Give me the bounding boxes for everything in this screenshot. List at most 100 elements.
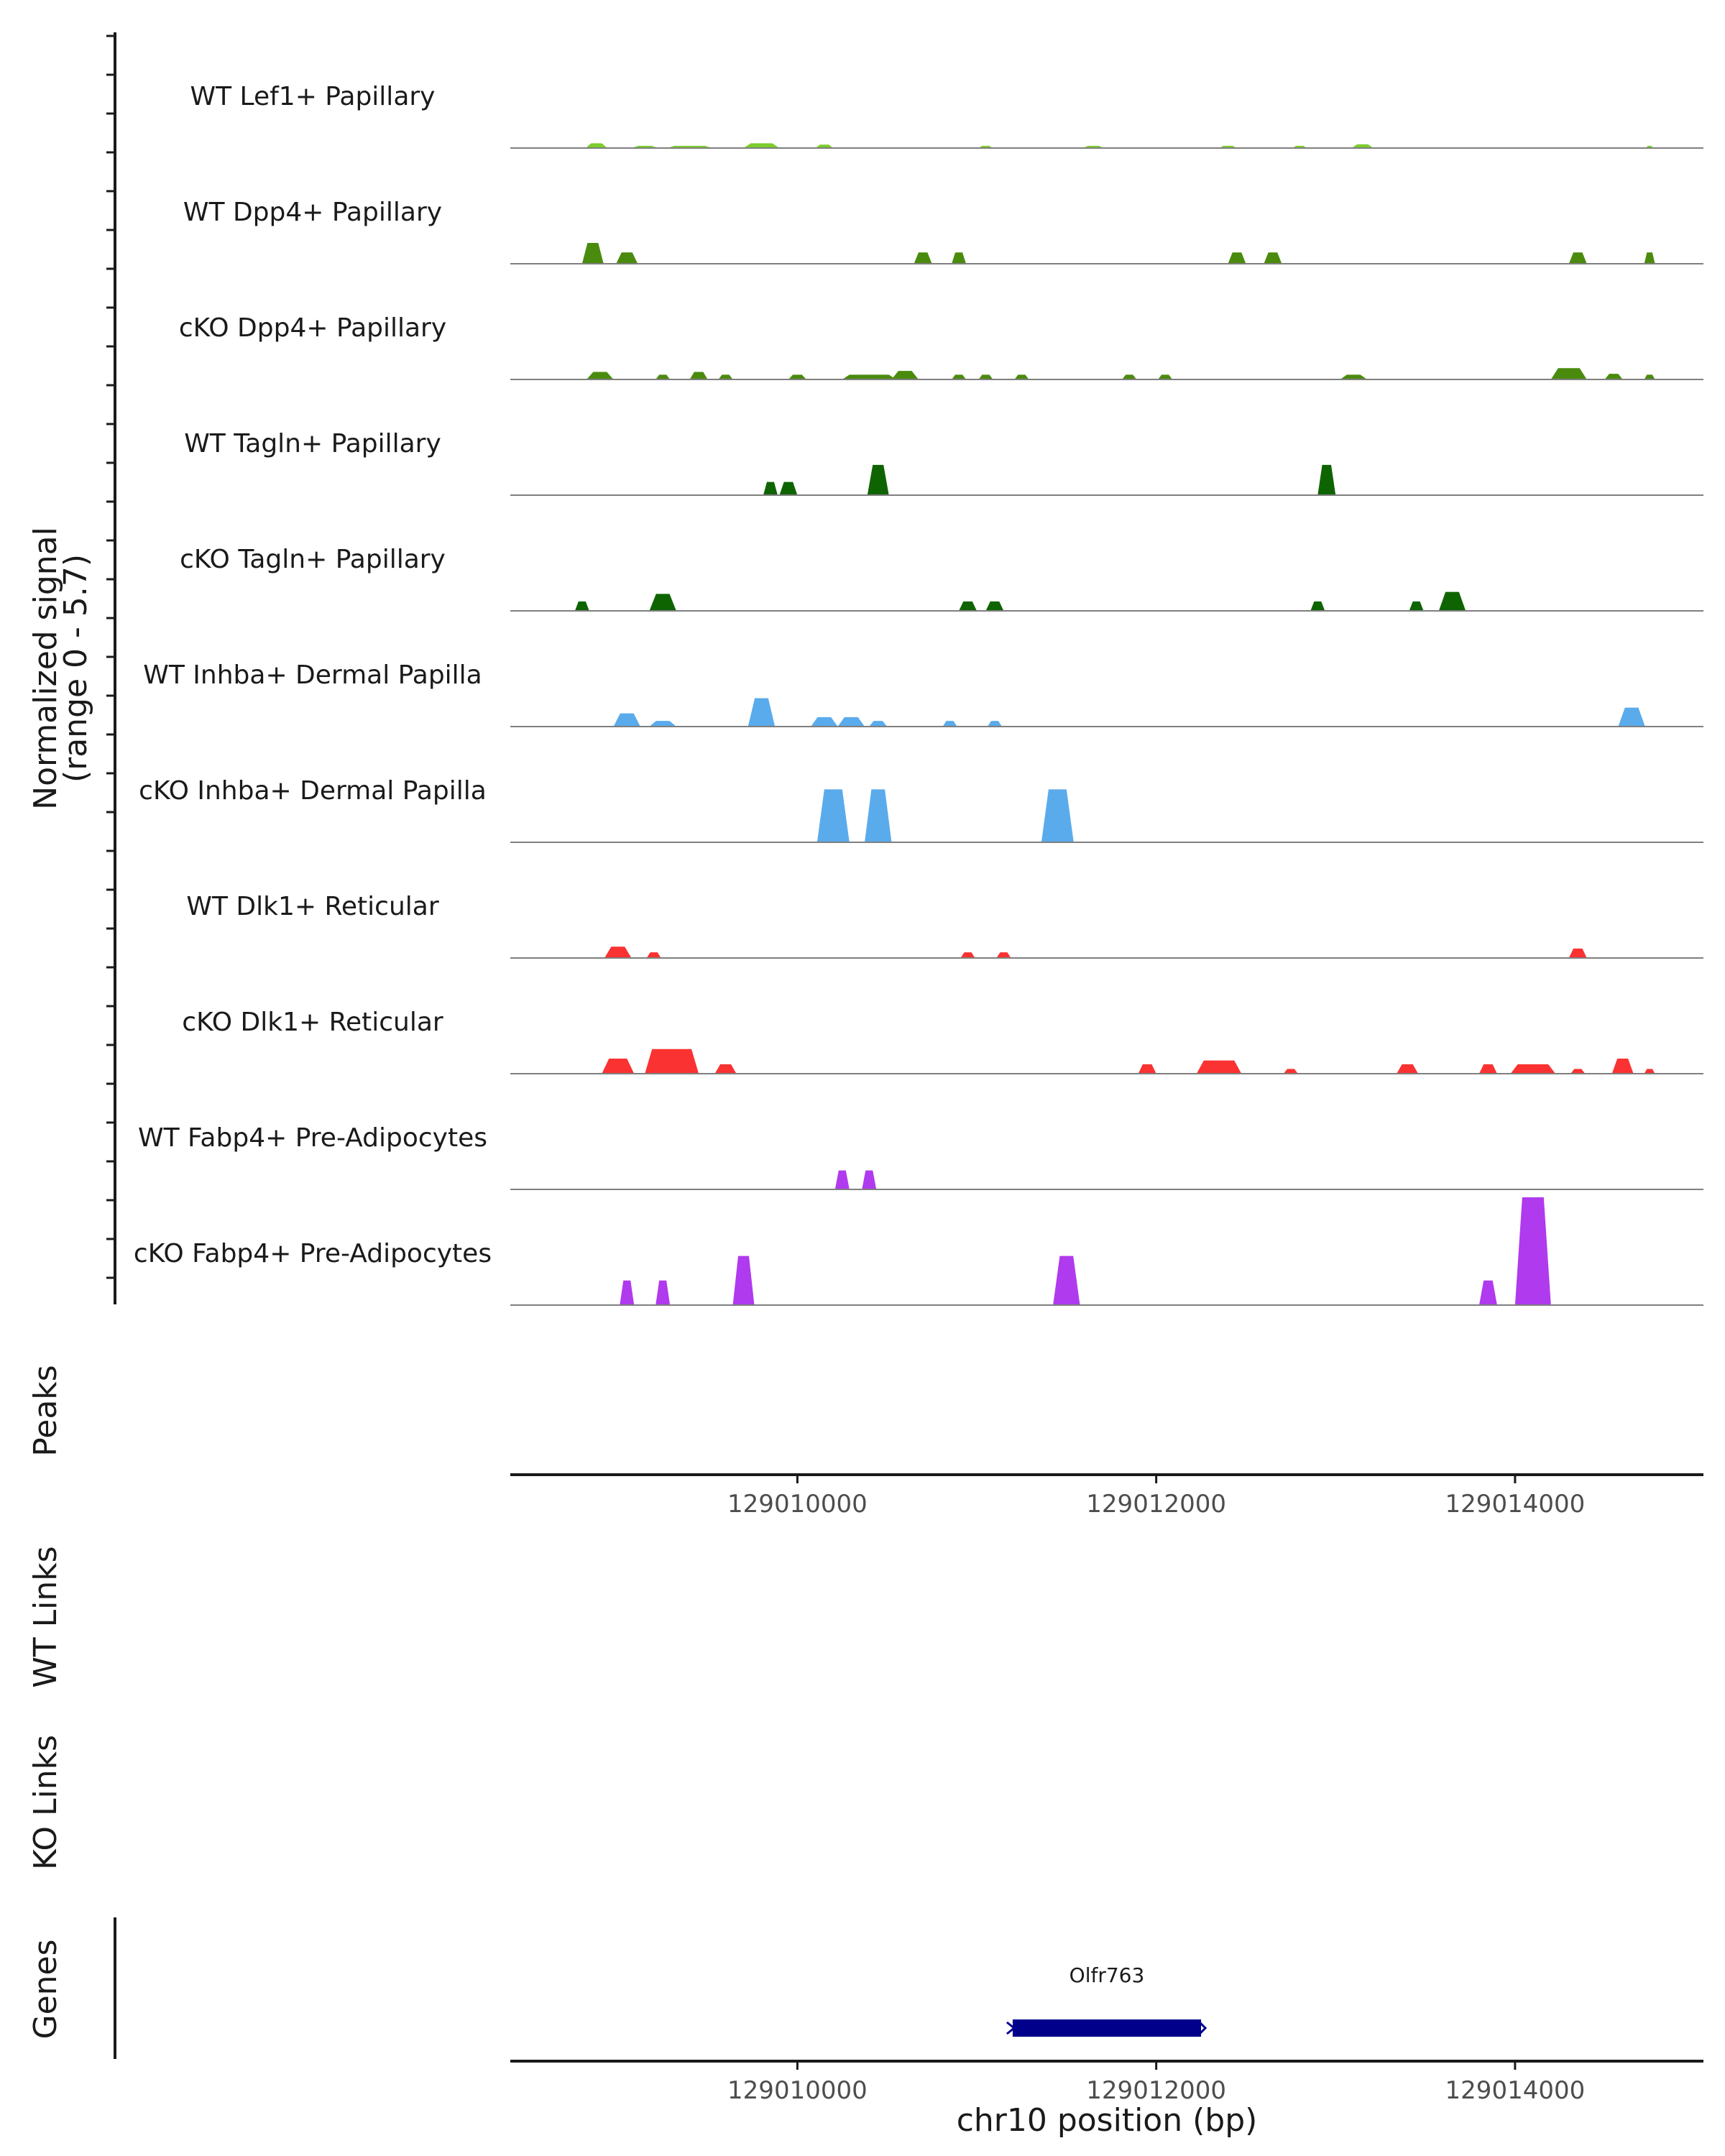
coverage-peak (1397, 1064, 1419, 1074)
coverage-peak (996, 952, 1011, 958)
coverage-peak (1438, 591, 1466, 611)
wt-links-panel-label: WT Links (27, 1546, 64, 1687)
coverage-peak (574, 601, 589, 611)
track: cKO Inhba+ Dermal Papilla (139, 776, 1703, 843)
coverage-peak (816, 789, 850, 842)
gene-label: Olfr763 (1070, 1963, 1145, 1987)
coverage-peak (811, 717, 838, 727)
coverage-peak (604, 946, 632, 958)
coverage-peak (1568, 948, 1587, 958)
coverage-peak (649, 721, 676, 727)
x-axis-title: chr10 position (bp) (957, 2102, 1258, 2139)
coverage-peak (1568, 252, 1587, 264)
coverage-peak (1409, 601, 1424, 611)
coverage-peak (1340, 374, 1367, 379)
gene-strand-marker (1006, 2021, 1016, 2035)
coverage-peak (732, 1256, 755, 1305)
coverage-peak (1317, 464, 1336, 495)
track-label: cKO Dpp4+ Papillary (179, 313, 446, 343)
coverage-peak (865, 789, 892, 842)
coverage-peak (1514, 1197, 1551, 1305)
coverage-peak (646, 952, 661, 958)
track: WT Dlk1+ Reticular (186, 892, 1703, 959)
coverage-peak (1611, 1058, 1634, 1074)
gene-body (1012, 2019, 1202, 2037)
coverage-peak (689, 372, 708, 379)
coverage-peak (718, 374, 733, 379)
coverage-peak (656, 1280, 671, 1305)
track: cKO Dpp4+ Papillary (179, 313, 1703, 380)
coverage-peak (952, 252, 967, 264)
coverage-peak (837, 717, 865, 727)
coverage-peak (1196, 1060, 1242, 1074)
coverage-peak (1644, 1069, 1655, 1074)
coverage-peak (1550, 368, 1587, 379)
track-label: WT Dpp4+ Papillary (183, 198, 442, 227)
track-label: cKO Dlk1+ Reticular (182, 1008, 443, 1037)
coverage-peak (656, 374, 671, 379)
coverage-peak (867, 464, 889, 495)
gene-track: Olfr763 (1006, 1963, 1208, 2037)
track-label: WT Fabp4+ Pre-Adipocytes (138, 1123, 487, 1153)
coverage-peak (1478, 1064, 1497, 1074)
coverage-peak (1310, 601, 1325, 611)
track: cKO Tagln+ Papillary (180, 545, 1703, 612)
coverage-peak (1644, 252, 1655, 264)
coverage-peak (985, 601, 1004, 611)
track: WT Tagln+ Papillary (184, 429, 1703, 496)
coverage-peak (914, 252, 932, 264)
coverage-peak (620, 1280, 635, 1305)
coverage-peak (1283, 1069, 1298, 1074)
coverage-peak (585, 143, 607, 148)
coverage-tracks: WT Lef1+ Papillary WT Dpp4+ Papillary cKO … (134, 82, 1703, 1306)
coverage-peak (613, 713, 640, 727)
x-tick-label: 129010000 (727, 1490, 868, 1519)
coverage-peak (1264, 252, 1282, 264)
coverage-peak (581, 243, 604, 264)
coverage-peak (1041, 789, 1074, 842)
track-label: WT Lef1+ Papillary (190, 82, 436, 111)
coverage-peak (942, 721, 957, 727)
y-axis-range: (range 0 - 5.7) (58, 554, 94, 783)
track: WT Inhba+ Dermal Papilla (143, 660, 1703, 727)
coverage-peak (1053, 1256, 1080, 1305)
coverage-peak (1570, 1069, 1586, 1074)
coverage-peak (788, 374, 806, 379)
x-tick-label: 129014000 (1445, 2076, 1586, 2105)
track-label: WT Inhba+ Dermal Papilla (143, 660, 482, 690)
coverage-peak (714, 1064, 737, 1074)
track: WT Dpp4+ Papillary (183, 198, 1703, 264)
coverage-peak (960, 952, 975, 958)
coverage-peak (779, 482, 798, 495)
x-tick-label: 129014000 (1445, 1490, 1586, 1519)
coverage-peak (959, 601, 978, 611)
coverage-peak (891, 371, 919, 379)
coverage-peak (1158, 374, 1173, 379)
track: WT Fabp4+ Pre-Adipocytes (138, 1123, 1703, 1190)
coverage-peak (586, 372, 614, 379)
coverage-y-ticks (106, 34, 115, 1279)
coverage-peak (616, 252, 638, 264)
coverage-peak (1138, 1064, 1156, 1074)
y-axis-title: Normalized signal (27, 527, 64, 810)
coverage-peak (988, 721, 1002, 727)
coverage-peak (645, 1049, 699, 1074)
coverage-peak (1351, 144, 1374, 148)
coverage-peak (834, 1170, 850, 1189)
coverage-peak (743, 143, 780, 148)
peaks-x-axis: 129010000 129012000 129014000 (727, 1475, 1585, 1519)
peaks-panel-label: Peaks (27, 1365, 64, 1456)
coverage-peak (1228, 252, 1246, 264)
coverage-peak (1122, 374, 1137, 379)
coverage-peak (602, 1058, 635, 1074)
track-label: WT Tagln+ Papillary (184, 429, 441, 459)
x-tick-label: 129012000 (1086, 2076, 1226, 2105)
track: WT Lef1+ Papillary (190, 82, 1703, 149)
coverage-peak (869, 721, 888, 727)
coverage-peak (763, 482, 778, 495)
x-tick-label: 129012000 (1086, 1490, 1226, 1519)
track-label: cKO Tagln+ Papillary (180, 545, 446, 574)
track-label: cKO Fabp4+ Pre-Adipocytes (134, 1239, 492, 1268)
coverage-peak (862, 1170, 877, 1189)
